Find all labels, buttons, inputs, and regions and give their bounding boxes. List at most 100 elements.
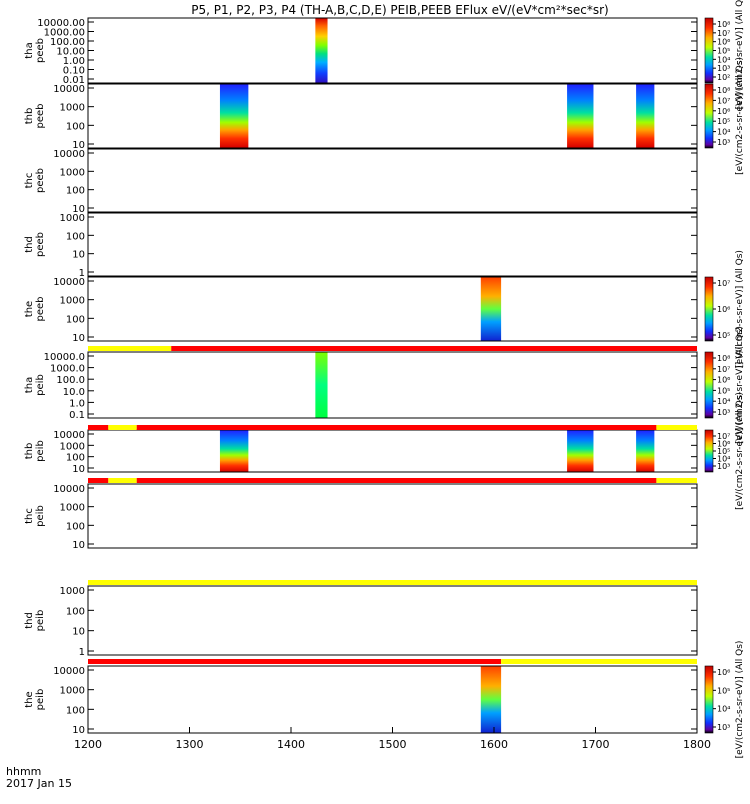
colorbar-tick-label: 10⁶ — [717, 668, 730, 677]
mode-segment — [656, 425, 697, 430]
y-tick-label: 10.00 — [56, 47, 85, 58]
y-tick-label: 1000 — [60, 503, 85, 514]
mode-segment — [171, 346, 698, 351]
spectrogram-burst — [315, 18, 328, 83]
spectrogram-burst — [636, 430, 655, 472]
y-tick-label: 100 — [66, 314, 85, 325]
x-tick-label: 1700 — [582, 738, 610, 751]
colorbar-tick-label: 10⁴ — [717, 705, 730, 714]
panel-probe-label: thd — [24, 612, 35, 629]
panel-frame — [87, 585, 698, 656]
y-tick-label: 10000.0 — [44, 352, 85, 363]
mode-segment — [88, 659, 502, 664]
panel-thc-peeb: 10000 1000 100 10 thc peeb — [24, 148, 698, 215]
colorbar-tick-label: 10⁴ — [717, 55, 730, 64]
colorbar-tick-label: 10⁵ — [717, 331, 730, 340]
panel-frame — [87, 665, 698, 734]
y-tick-label: 10 — [72, 725, 85, 736]
colorbar-tick-label: 10³ — [717, 64, 730, 73]
panel-frame — [87, 483, 698, 549]
mode-segment — [501, 659, 697, 664]
y-tick-label: 10000 — [53, 84, 85, 95]
mode-bar — [88, 478, 697, 483]
colorbar-tick-label: 10³ — [717, 138, 730, 147]
panel-instrument-label: peeb — [35, 232, 46, 257]
y-tick-label: 1.0 — [69, 398, 85, 409]
mode-segment — [108, 478, 137, 483]
panel-instrument-label: peib — [35, 689, 46, 711]
y-tick-label: 1 — [79, 268, 85, 279]
mode-bars-group — [88, 346, 698, 664]
x-axis: 1200 1300 1400 1500 1600 1700 1800 — [74, 727, 711, 751]
y-tick-label: 1000 — [60, 686, 85, 697]
colorbar-tick-label: 10⁸ — [717, 86, 730, 95]
panel-instrument-label: peib — [35, 505, 46, 527]
spectrogram-burst — [480, 277, 502, 341]
y-tick-label: 1000.0 — [50, 364, 85, 375]
y-tick-label: 100.0 — [56, 375, 85, 386]
mode-bar — [88, 425, 697, 430]
colorbar-tick-label: 10⁴ — [717, 128, 730, 137]
panel-instrument-label: peib — [35, 440, 46, 462]
colorbar-tick-label: 10³ — [717, 408, 730, 417]
colorbar-tick-label: 10⁷ — [717, 96, 730, 105]
panel-probe-label: thb — [24, 108, 35, 125]
colorbar — [704, 17, 714, 84]
y-tick-label: 100 — [66, 521, 85, 532]
mode-segment — [88, 580, 697, 585]
spectrogram-burst — [219, 84, 249, 148]
panel-probe-label: the — [24, 301, 35, 317]
colorbar-tick-label: 10⁶ — [717, 305, 730, 314]
date-label: 2017 Jan 15 — [6, 777, 72, 790]
x-tick-label: 1600 — [480, 738, 508, 751]
x-tick-label: 1500 — [379, 738, 407, 751]
spectrogram-burst — [480, 666, 502, 733]
figure-title: P5, P1, P2, P3, P4 (TH-A,B,C,D,E) PEIB,P… — [191, 3, 608, 17]
colorbar — [704, 83, 714, 149]
y-tick-label: 0.1 — [69, 410, 85, 421]
panel-probe-label: tha — [24, 377, 35, 393]
panel-instrument-label: peeb — [35, 38, 46, 63]
panel-frame — [87, 148, 698, 213]
y-tick-label: 100.00 — [50, 37, 85, 48]
panel-thd-peib: 1000 100 10 1 thd peib — [24, 585, 698, 658]
y-tick-label: 10 — [72, 140, 85, 151]
panel-thc-peib: 10000 1000 100 10 thc peib — [24, 483, 698, 551]
y-tick-label: 10 — [72, 464, 85, 475]
y-tick-label: 10 — [72, 333, 85, 344]
colorbar-tick-label: 10⁷ — [717, 29, 730, 38]
y-tick-label: 100 — [66, 231, 85, 242]
mode-segment — [136, 425, 657, 430]
colorbar-unit-label: [eV/(cm2-s-sr-eV)] (All Qs) — [735, 0, 745, 109]
colorbar-tick-label: 10⁵ — [717, 47, 730, 56]
y-tick-label: 10 — [72, 204, 85, 215]
y-tick-label: 10 — [72, 250, 85, 261]
y-tick-label: 10 — [72, 540, 85, 551]
panel-thd-peeb: 1000 100 10 1 thd peeb — [24, 212, 698, 279]
x-tick-label: 1300 — [176, 738, 204, 751]
colorbar-tick-label: 10⁵ — [717, 117, 730, 126]
colorbar-tick-label: 10⁶ — [717, 376, 730, 385]
mode-segment — [88, 346, 172, 351]
mode-segment — [108, 425, 137, 430]
y-tick-label: 10.0 — [63, 387, 85, 398]
panel-probe-label: the — [24, 691, 35, 707]
mode-bar — [88, 580, 697, 585]
y-tick-label: 100 — [66, 453, 85, 464]
panel-frame — [87, 351, 698, 419]
spectrogram-burst — [567, 84, 594, 148]
colorbar-tick-label: 10⁵ — [717, 686, 730, 695]
y-tick-label: 10000.00 — [37, 18, 85, 29]
mode-segment — [136, 478, 657, 483]
y-tick-label: 10000 — [53, 484, 85, 495]
panel-instrument-label: peeb — [35, 297, 46, 322]
y-tick-label: 1000 — [60, 296, 85, 307]
colorbar-unit-label: [eV/(cm2-s-sr-eV)] (All Qs) — [735, 641, 745, 759]
colorbar-tick-label: 10⁷ — [717, 365, 730, 374]
y-tick-label: 10000 — [53, 277, 85, 288]
mode-segment — [656, 478, 697, 483]
panel-probe-label: thb — [24, 443, 35, 460]
colorbar-unit-label: [eV/(cm2-s-sr-eV)] (All Qs) — [735, 392, 745, 510]
